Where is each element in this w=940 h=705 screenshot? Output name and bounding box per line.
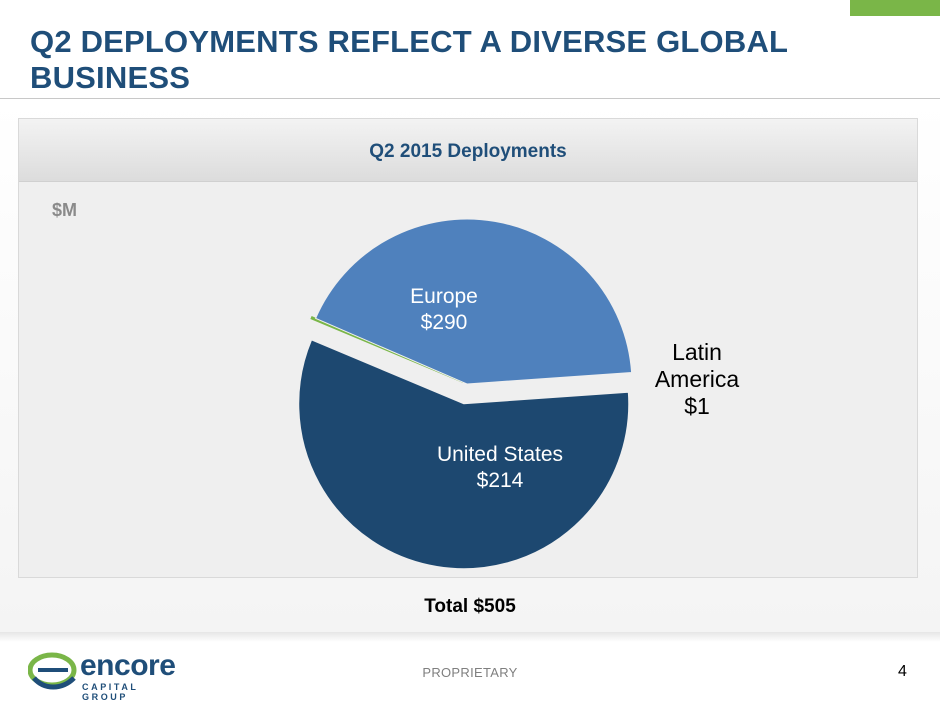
proprietary-label: PROPRIETARY xyxy=(422,665,518,680)
chart-panel-header: Q2 2015 Deployments xyxy=(19,119,917,182)
pie-label-united-states: United States $214 xyxy=(437,443,563,492)
accent-white-strip xyxy=(0,0,850,16)
chart-title: Q2 2015 Deployments xyxy=(369,141,567,162)
logo-wordmark: encore xyxy=(80,649,176,682)
page-number: 4 xyxy=(898,663,907,680)
total-label: Total $505 xyxy=(424,596,516,617)
pie-slice-europe xyxy=(298,339,630,570)
pie-labels: Europe $290 Latin America $1 United States $21… xyxy=(410,285,739,492)
pie-slice-united-states xyxy=(314,218,633,385)
footer-divider xyxy=(0,632,940,642)
slide-title: Q2 DEPLOYMENTS REFLECT A DIVERSE GLOBAL … xyxy=(30,24,788,95)
logo-swoosh-icon xyxy=(27,652,77,690)
pie-label-latin-america: Latin America $1 xyxy=(655,339,740,419)
title-divider xyxy=(0,98,940,99)
pie-slices xyxy=(298,218,633,570)
company-logo: encore CAPITAL GROUP xyxy=(27,648,178,702)
logo-subtitle: CAPITAL GROUP xyxy=(82,682,139,702)
top-accent-bar xyxy=(0,0,940,16)
pie-label-europe: Europe $290 xyxy=(410,285,478,334)
unit-label: $M xyxy=(52,200,78,220)
